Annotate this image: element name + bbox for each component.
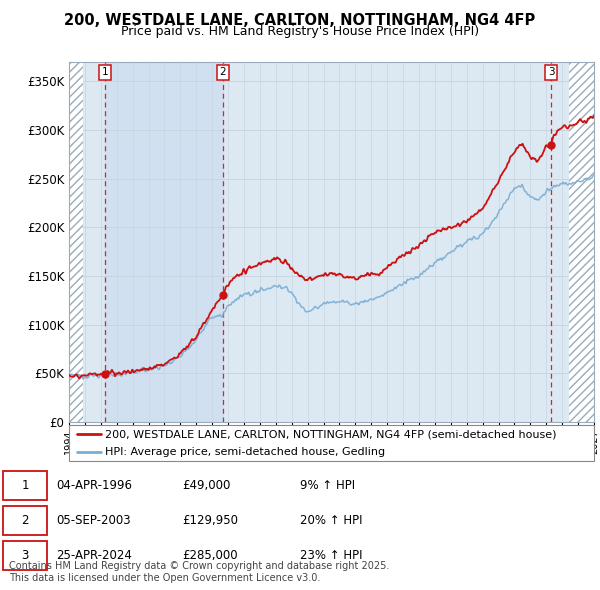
Text: 25-APR-2024: 25-APR-2024 — [56, 549, 132, 562]
Bar — [105, 62, 223, 422]
Bar — [69, 62, 83, 422]
FancyBboxPatch shape — [3, 541, 47, 571]
Text: Price paid vs. HM Land Registry's House Price Index (HPI): Price paid vs. HM Land Registry's House … — [121, 25, 479, 38]
Bar — [569, 62, 600, 422]
Text: 05-SEP-2003: 05-SEP-2003 — [56, 514, 131, 527]
Text: 9% ↑ HPI: 9% ↑ HPI — [300, 479, 355, 492]
Text: 2: 2 — [22, 514, 29, 527]
Text: 1: 1 — [22, 479, 29, 492]
Text: £285,000: £285,000 — [182, 549, 238, 562]
Text: 2: 2 — [220, 67, 226, 77]
Text: 3: 3 — [22, 549, 29, 562]
Text: £49,000: £49,000 — [182, 479, 231, 492]
FancyBboxPatch shape — [3, 471, 47, 500]
Text: £129,950: £129,950 — [182, 514, 238, 527]
Text: HPI: Average price, semi-detached house, Gedling: HPI: Average price, semi-detached house,… — [105, 447, 385, 457]
Text: 1: 1 — [101, 67, 108, 77]
Text: 3: 3 — [548, 67, 554, 77]
Text: Contains HM Land Registry data © Crown copyright and database right 2025.
This d: Contains HM Land Registry data © Crown c… — [9, 561, 389, 583]
Text: 200, WESTDALE LANE, CARLTON, NOTTINGHAM, NG4 4FP: 200, WESTDALE LANE, CARLTON, NOTTINGHAM,… — [64, 13, 536, 28]
FancyBboxPatch shape — [3, 506, 47, 535]
Text: 20% ↑ HPI: 20% ↑ HPI — [300, 514, 362, 527]
Text: 200, WESTDALE LANE, CARLTON, NOTTINGHAM, NG4 4FP (semi-detached house): 200, WESTDALE LANE, CARLTON, NOTTINGHAM,… — [105, 430, 556, 440]
Text: 23% ↑ HPI: 23% ↑ HPI — [300, 549, 362, 562]
Text: 04-APR-1996: 04-APR-1996 — [56, 479, 132, 492]
